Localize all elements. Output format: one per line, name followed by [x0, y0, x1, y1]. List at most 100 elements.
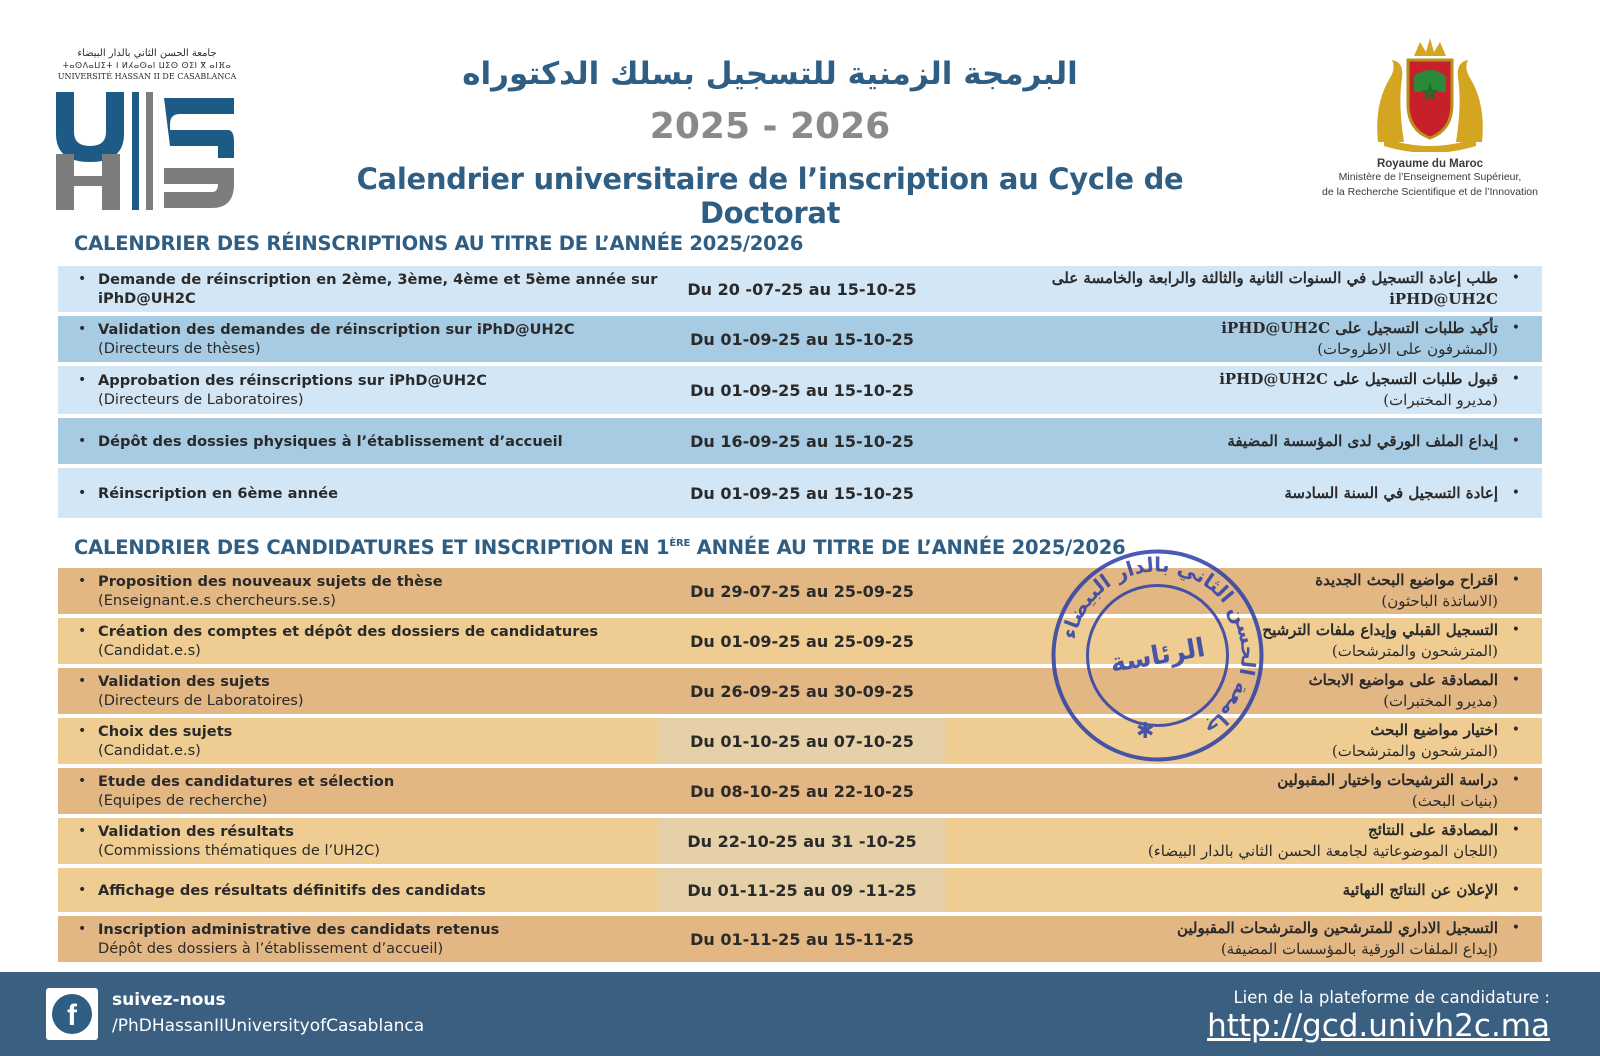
row-title-french: Choix des sujets: [98, 723, 233, 740]
table-row: Affichage des résultats définitifs des c…: [58, 868, 1542, 912]
university-name-french: UNIVERSITÉ HASSAN II DE CASABLANCA: [57, 72, 237, 81]
ministry-line-2: de la Recherche Scientifique et de l’Inn…: [1322, 186, 1538, 198]
row-date: Du 01-11-25 au 09 -11-25: [658, 868, 946, 912]
row-date: Du 01-11-25 au 15-11-25: [690, 929, 914, 949]
table-row: Réinscription en 6ème année Du 01-09-25 …: [58, 468, 1542, 518]
row-label-arabic: اختيار مواضيع البحث (المترشحون والمترشحا…: [946, 720, 1542, 762]
footer: f suivez-nous /PhDHassanIIUniversityofCa…: [0, 972, 1600, 1056]
row-label-french: Approbation des réinscriptions sur iPhD@…: [58, 371, 658, 409]
row-title-arabic: تأكيد طلبات التسجيل على iPHD@UH2C: [1221, 319, 1498, 337]
uh2c-logo-mark-icon: [56, 92, 234, 210]
title-arabic: البرمجة الزمنية للتسجيل بسلك الدكتوراه: [462, 56, 1078, 92]
row-label-arabic: إعادة التسجيل في السنة السادسة: [946, 483, 1542, 504]
stamp-star-icon: ✱: [1136, 719, 1154, 744]
row-title-french: Approbation des réinscriptions sur iPhD@…: [98, 372, 488, 389]
table-row: Validation des demandes de réinscription…: [58, 316, 1542, 362]
university-name-arabic: جامعة الحسن الثاني بالدار البيضاء: [77, 48, 217, 59]
stamp-center-text: الرئاسة: [1108, 633, 1207, 679]
row-label-french: Inscription administrative des candidats…: [58, 920, 658, 958]
row-subtitle-arabic: (مديرو المختبرات): [1383, 692, 1498, 710]
row-label-arabic: إيداع الملف الورقي لدى المؤسسة المضيفة: [946, 431, 1542, 452]
facebook-icon: f: [52, 994, 92, 1034]
row-label-arabic: التسجيل القبلي وإيداع ملفات الترشيح (الم…: [946, 620, 1542, 662]
row-title-arabic: قبول طلبات التسجيل على iPHD@UH2C: [1219, 370, 1498, 388]
row-subtitle-french: (Candidat.e.s): [98, 742, 201, 759]
row-label-arabic: الإعلان عن النتائج النهائية: [946, 880, 1542, 901]
row-subtitle-arabic: (اللجان الموضوعاتية لجامعة الحسن الثاني …: [1147, 842, 1498, 860]
row-subtitle-french: (Equipes de recherche): [98, 792, 268, 809]
row-date: Du 01-09-25 au 15-10-25: [690, 329, 914, 349]
row-label-french: Affichage des résultats définitifs des c…: [58, 881, 658, 900]
row-title-arabic: اقتراح مواضيع البحث الجديدة: [1315, 571, 1498, 589]
facebook-handle-link[interactable]: /PhDHassanIIUniversityofCasablanca: [112, 1016, 425, 1036]
row-title-french: Validation des demandes de réinscription…: [98, 321, 575, 338]
row-subtitle-arabic: (الاساتذة الباحثون): [1381, 592, 1498, 610]
row-date: Du 01-09-25 au 25-09-25: [690, 631, 914, 651]
row-title-arabic: التسجيل الاداري للمترشحين والمترشحات الم…: [1176, 919, 1498, 937]
row-date: Du 16-09-25 au 15-10-25: [690, 431, 914, 451]
row-label-french: Création des comptes et dépôt des dossie…: [58, 622, 658, 660]
table-row: Validation des résultats (Commissions th…: [58, 818, 1542, 864]
row-subtitle-arabic: (بنيات البحث): [1411, 792, 1498, 810]
section-title-part: CALENDRIER DES CANDIDATURES ET INSCRIPTI…: [74, 536, 670, 559]
section-title-superscript: ÈRE: [669, 538, 691, 549]
row-date: Du 20 -07-25 au 15-10-25: [687, 279, 917, 299]
platform-link-label: Lien de la plateforme de candidature :: [1233, 988, 1550, 1007]
row-title-french: Création des comptes et dépôt des dossie…: [98, 623, 599, 640]
row-title-arabic: إيداع الملف الورقي لدى المؤسسة المضيفة: [1227, 431, 1498, 450]
table-row: Approbation des réinscriptions sur iPhD@…: [58, 366, 1542, 414]
row-subtitle-french: (Directeurs de Laboratoires): [98, 391, 304, 408]
row-title-french: Validation des résultats: [98, 823, 294, 840]
university-name-tifinagh: ⵜⴰⵙⴷⴰⵡⵉⵜ ⵏ ⵍⵃⴰⵙⴰⵏ ⵡⵉⵙ ⵙⵉⵏ ⴳ ⴰⵏⴼⴰ: [62, 61, 232, 70]
row-title-french: Réinscription en 6ème année: [98, 484, 339, 502]
table-row: Validation des sujets (Directeurs de Lab…: [58, 668, 1542, 714]
row-subtitle-arabic: (إيداع الملفات الورقية بالمؤسسات المضيفة…: [1220, 940, 1498, 958]
title-french: Calendrier universitaire de l’inscriptio…: [356, 162, 1184, 230]
university-logo: جامعة الحسن الثاني بالدار البيضاء ⵜⴰⵙⴷⴰⵡ…: [52, 48, 242, 213]
row-title-arabic: المصادقة على النتائج: [1368, 821, 1498, 839]
row-subtitle-french: (Directeurs de Laboratoires): [98, 692, 304, 709]
row-subtitle-arabic: (المترشحون والمترشحات): [1331, 742, 1498, 760]
facebook-link[interactable]: f: [46, 988, 98, 1040]
row-label-arabic: قبول طلبات التسجيل على iPHD@UH2C (مديرو …: [946, 369, 1542, 411]
ministry-line-1: Ministère de l’Enseignement Supérieur,: [1338, 171, 1522, 183]
row-label-arabic: التسجيل الاداري للمترشحين والمترشحات الم…: [946, 918, 1542, 960]
row-title-french: Demande de réinscription en 2ème, 3ème, …: [98, 271, 658, 307]
row-date: Du 01-10-25 au 07-10-25: [658, 718, 946, 764]
row-title-french: Inscription administrative des candidats…: [98, 921, 500, 938]
row-label-arabic: طلب إعادة التسجيل في السنوات الثانية وال…: [946, 268, 1542, 310]
row-label-french: Validation des sujets (Directeurs de Lab…: [58, 672, 658, 710]
row-title-arabic: المصادقة على مواضيع الابحاث: [1308, 671, 1498, 689]
platform-link[interactable]: http://gcd.univh2c.ma: [1207, 1008, 1550, 1044]
row-label-arabic: دراسة الترشيحات واختيار المقبولين (بنيات…: [946, 770, 1542, 812]
row-subtitle-arabic: (المترشحون والمترشحات): [1331, 642, 1498, 660]
row-title-french: Affichage des résultats définitifs des c…: [98, 881, 486, 899]
row-label-french: Validation des résultats (Commissions th…: [58, 822, 658, 860]
row-label-french: Proposition des nouveaux sujets de thèse…: [58, 572, 658, 610]
row-subtitle-french: (Commissions thématiques de l’UH2C): [98, 842, 380, 859]
row-label-arabic: المصادقة على مواضيع الابحاث (مديرو المخت…: [946, 670, 1542, 712]
row-title-arabic: دراسة الترشيحات واختيار المقبولين: [1277, 771, 1498, 789]
row-label-french: Validation des demandes de réinscription…: [58, 320, 658, 358]
row-title-arabic: اختيار مواضيع البحث: [1370, 721, 1498, 739]
table-row: Proposition des nouveaux sujets de thèse…: [58, 568, 1542, 614]
kingdom-emblem: Royaume du Maroc Ministère de l’Enseigne…: [1300, 34, 1560, 214]
row-date: Du 08-10-25 au 22-10-25: [690, 781, 914, 801]
row-title-arabic: الإعلان عن النتائج النهائية: [1342, 880, 1498, 899]
row-date: Du 26-09-25 au 30-09-25: [690, 681, 914, 701]
moroccan-coat-of-arms-icon: [1377, 38, 1483, 152]
table-row: Demande de réinscription en 2ème, 3ème, …: [58, 266, 1542, 312]
section-title-part: ANNÉE AU TITRE DE L’ANNÉE 2025/2026: [690, 536, 1126, 559]
row-date: Du 29-07-25 au 25-09-25: [690, 581, 914, 601]
row-subtitle-arabic: (المشرفون على الاطروحات): [1317, 340, 1498, 358]
table-row: Inscription administrative des candidats…: [58, 916, 1542, 962]
row-title-french: Proposition des nouveaux sujets de thèse: [98, 573, 443, 590]
row-date: Du 01-09-25 au 15-10-25: [690, 380, 914, 400]
kingdom-label: Royaume du Maroc: [1376, 158, 1484, 170]
reinscriptions-section-title: CALENDRIER DES RÉINSCRIPTIONS AU TITRE D…: [74, 232, 804, 255]
row-title-french: Dépôt des dossies physiques à l’établiss…: [98, 432, 563, 450]
row-label-french: Choix des sujets (Candidat.e.s): [58, 722, 658, 760]
table-row: Création des comptes et dépôt des dossie…: [58, 618, 1542, 664]
table-row: Choix des sujets (Candidat.e.s) Du 01-10…: [58, 718, 1542, 764]
table-row: Etude des candidatures et sélection (Equ…: [58, 768, 1542, 814]
